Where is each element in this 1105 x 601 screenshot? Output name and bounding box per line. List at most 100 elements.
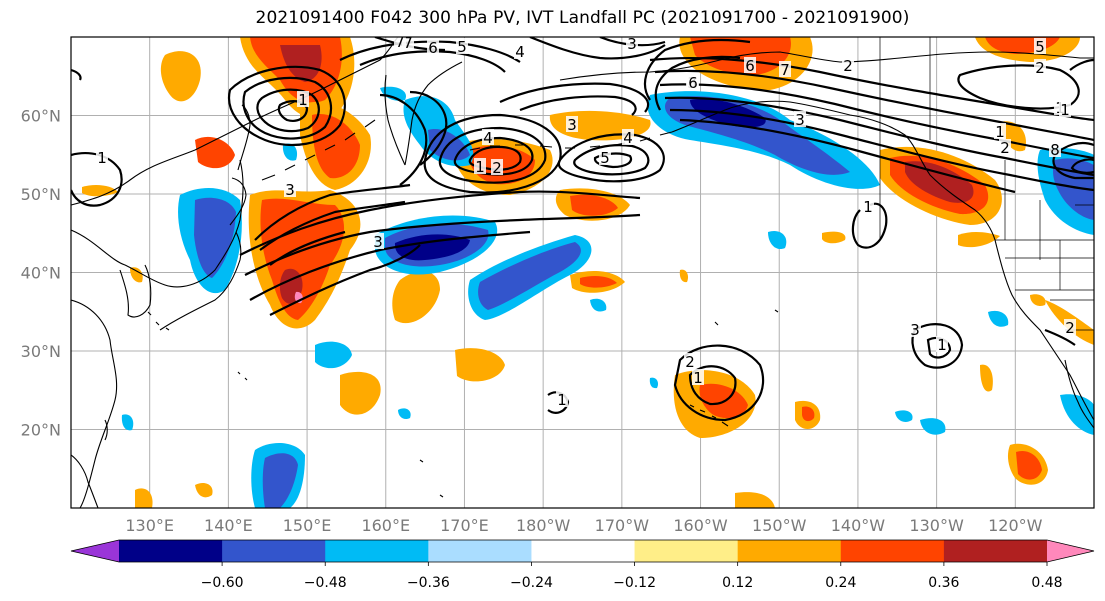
coastline-taiwan <box>104 419 108 441</box>
ivt-contour <box>654 69 1094 142</box>
ivt-contour <box>244 213 641 276</box>
contour-label: 7 <box>403 34 413 52</box>
ivt-contour <box>277 100 309 122</box>
contour-label-backdrop <box>96 149 108 165</box>
colorbar-outline <box>70 539 1095 563</box>
pv-negative-region <box>590 298 607 312</box>
contour-label-backdrop <box>456 38 468 54</box>
ivt-contour <box>573 144 650 176</box>
latitude-label: 50°N <box>21 185 61 204</box>
colorbar-segment <box>943 540 1048 562</box>
contour-label: 1 <box>298 91 308 109</box>
longitude-label: 150°W <box>752 516 807 535</box>
pv-negative-region <box>380 86 406 101</box>
coastline-japan <box>159 231 242 331</box>
ivt-contour <box>239 190 641 256</box>
latitude-label: 20°N <box>21 421 61 440</box>
contour-label: 5 <box>1035 38 1045 56</box>
contour-label: 5 <box>600 149 610 167</box>
contour-label-backdrop <box>1034 59 1046 75</box>
pv-positive-region <box>135 488 153 508</box>
contour-label: 1 <box>475 158 485 176</box>
contour-label-backdrop <box>599 149 611 165</box>
ivt-contours <box>71 37 1094 422</box>
longitude-label: 180°W <box>516 516 571 535</box>
coastline-alaska <box>671 100 996 241</box>
ivt-contour <box>409 90 448 166</box>
contour-label: 2 <box>1065 319 1075 337</box>
contour-label-backdrop <box>1049 141 1061 157</box>
contour-label: 2 <box>685 353 695 371</box>
longitude-label: 160°W <box>673 516 728 535</box>
ivt-contour <box>249 230 531 301</box>
ivt-contour <box>1069 58 1094 71</box>
contour-label-backdrop <box>1034 38 1046 54</box>
contour-label: 7 <box>780 61 790 79</box>
contour-label: 4 <box>515 43 525 61</box>
ivt-contour <box>359 50 506 73</box>
ivt-contour <box>673 344 765 422</box>
contour-label: 1 <box>693 369 703 387</box>
coastlines <box>71 37 1094 508</box>
colorbar-tick-label: −0.24 <box>510 575 553 591</box>
contour-label: 6 <box>745 57 755 75</box>
contour-label: 2 <box>843 57 853 75</box>
pv-negative-region <box>920 418 946 435</box>
colorbar-segment <box>119 540 223 562</box>
contour-label: 2 <box>1000 139 1010 157</box>
colorbar-segment <box>325 540 429 562</box>
coastline-korea <box>119 264 152 318</box>
coastline-north-america <box>994 239 1094 421</box>
contour-label-backdrop <box>1064 319 1076 335</box>
pv-positive-region <box>82 184 118 197</box>
map-frame <box>70 36 1095 509</box>
ivt-contour <box>379 93 428 186</box>
ivt-contour <box>254 183 411 241</box>
coastline-alaska <box>559 51 1094 81</box>
contour-label-backdrop <box>556 391 568 407</box>
coastline-asia <box>71 159 244 288</box>
colorbar-tick-label: −0.48 <box>304 575 347 591</box>
contour-label: 6 <box>688 74 698 92</box>
colorbar-segment <box>634 540 739 562</box>
contour-label: 5 <box>457 38 467 56</box>
ivt-contour <box>71 68 82 81</box>
pv-positive-region <box>958 232 1000 248</box>
ivt-contour <box>679 118 1016 194</box>
colorbar-segment <box>737 540 842 562</box>
pv-positive-region <box>160 51 201 102</box>
contour-label: 8 <box>1050 141 1060 159</box>
coastline-hawaii <box>689 404 729 427</box>
contour-label: 2 <box>492 159 502 177</box>
ivt-contour <box>339 40 521 63</box>
map-area: 765433672113343215421131321212116857 <box>71 34 1094 508</box>
colorbar-segment <box>428 540 532 562</box>
longitude-label: 130°W <box>909 516 964 535</box>
contour-label-backdrop <box>622 129 634 145</box>
contour-label-backdrop <box>842 57 854 73</box>
ivt-contour <box>438 126 547 184</box>
longitude-label: 150°E <box>283 516 332 535</box>
ivt-contour <box>269 230 346 266</box>
pv-negative-region <box>282 143 298 161</box>
ivt-contour <box>688 365 737 406</box>
colorbar-tick-label: −0.60 <box>201 575 244 591</box>
pv-negative-region <box>895 410 913 423</box>
ivt-contour <box>649 56 1094 122</box>
ivt-contour <box>1044 328 1076 346</box>
pv-positive-region <box>130 267 143 283</box>
longitude-label: 140°W <box>831 516 886 535</box>
colorbar-tick-label: 0.36 <box>928 575 959 591</box>
contour-label-backdrop <box>427 39 439 55</box>
colorbar: −0.60 −0.48 −0.36 −0.24 −0.12 0.12 0.24 0.36 0.4… <box>70 539 1095 591</box>
contour-label-backdrop <box>1059 101 1071 117</box>
longitude-label: 160°E <box>361 516 410 535</box>
coastline-japan <box>229 177 247 226</box>
ivt-contour <box>664 96 1094 177</box>
coastline-philippines <box>71 454 99 508</box>
ivt-contour <box>851 202 888 249</box>
contour-label-backdrop <box>394 37 406 49</box>
longitude-axis: 130°E 140°E 150°E 160°E 170°E 180°W 170°W 160°W… <box>125 516 1042 535</box>
pv-negative-region <box>121 414 134 431</box>
